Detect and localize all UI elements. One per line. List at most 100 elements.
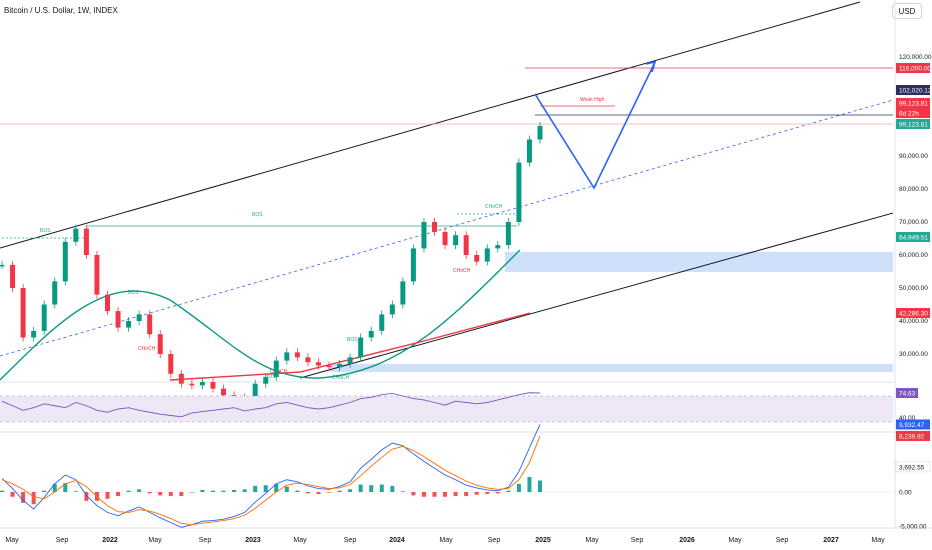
x-tick-label: May [5, 537, 19, 544]
y-tick-label: 120,000.00 [899, 54, 932, 61]
macd-histogram-bar [348, 489, 353, 492]
macd-line [1, 424, 541, 528]
candle [62, 241, 68, 282]
candle [52, 281, 58, 305]
candle [178, 373, 184, 384]
rsi-band [0, 396, 893, 422]
macd-histogram-bar [316, 492, 321, 495]
candle [305, 357, 311, 363]
macd-histogram-bar [221, 490, 226, 492]
candle [537, 125, 543, 140]
macd-histogram-bar [147, 492, 152, 494]
annotation-label: Weak High [580, 97, 605, 103]
macd-histogram-bar [253, 485, 258, 492]
candle [115, 311, 121, 328]
x-tick-label: May [871, 537, 885, 544]
candle [347, 357, 353, 364]
macd-histogram-bar [210, 490, 215, 492]
candle [41, 304, 47, 331]
candle [189, 383, 195, 386]
macd-histogram-bar [421, 492, 426, 497]
macd-badge-label: 8,239.92 [899, 433, 925, 440]
macd-histogram-bar [411, 492, 416, 496]
macd-histogram-bar [453, 492, 458, 497]
candle [400, 281, 406, 305]
candle [284, 352, 290, 361]
macd-histogram-bar [0, 490, 4, 492]
macd-histogram-bar [42, 490, 47, 492]
macd-histogram-bar [232, 489, 237, 492]
macd-histogram-bar [263, 485, 268, 492]
macd-histogram-bar [443, 492, 448, 497]
demand-zone [505, 252, 893, 272]
macd-histogram-bar [116, 492, 121, 497]
annotation-label: CHoCH [485, 204, 503, 210]
annotation-label: BOS [252, 212, 263, 218]
moving-average-line [0, 249, 521, 381]
y-tick-label: 90,000.00 [899, 153, 928, 160]
price-badge [896, 308, 930, 318]
x-tick-label: May [439, 537, 453, 544]
candle [94, 255, 100, 295]
candle [273, 360, 279, 378]
candle [157, 334, 163, 354]
macd-histogram-bar [52, 483, 57, 492]
channel-mid-dashed [0, 99, 894, 357]
x-tick-label: 2026 [679, 537, 695, 544]
price-badge-label: 42,286.30 [899, 311, 928, 318]
currency-button[interactable]: USD [892, 3, 922, 19]
x-tick-label: 2023 [245, 537, 261, 544]
macd-histogram-bar [126, 490, 131, 492]
support-zone [330, 364, 893, 372]
candle [252, 383, 258, 399]
candle [410, 248, 416, 282]
annotation-label: BOS [265, 374, 276, 380]
macd-histogram-bar [474, 492, 479, 495]
channel-upper-line [0, 1, 861, 249]
x-tick-label: Sep [344, 537, 357, 544]
price-badge-label: 102,020.12 [899, 88, 932, 95]
macd-badge-label: 9,932.47 [899, 422, 925, 429]
price-badge [896, 85, 930, 95]
annotation-label: CHoCH [332, 375, 350, 381]
macd-histogram-bar [179, 492, 184, 497]
macd-histogram-bar [379, 484, 384, 492]
macd-histogram-bar [337, 490, 342, 492]
y-tick-label: 50,000.00 [899, 285, 928, 292]
candle [168, 354, 174, 374]
macd-histogram-bar [516, 483, 521, 492]
projection-arrowhead [645, 60, 657, 73]
x-tick-label: Sep [631, 537, 644, 544]
candle [73, 228, 79, 242]
macd-histogram-bar [10, 492, 15, 497]
macd-histogram-bar [284, 486, 289, 492]
macd-badge [895, 461, 931, 473]
candle [505, 222, 511, 246]
candle [10, 264, 16, 288]
x-tick-label: May [728, 537, 742, 544]
y-tick-label: 30,000.00 [899, 351, 928, 358]
candle [326, 365, 332, 368]
y-tick-label: 70,000.00 [899, 219, 928, 226]
annotation-label: BOS [40, 228, 51, 234]
candle [337, 363, 343, 368]
macd-histogram-bar [73, 491, 78, 492]
candle [526, 139, 532, 163]
candle [516, 162, 522, 222]
rsi-line [1, 392, 541, 418]
x-tick-label: 2024 [389, 537, 405, 544]
x-tick-label: May [148, 537, 162, 544]
candle [379, 314, 385, 331]
candle [421, 222, 427, 249]
annotation-label: BOS [347, 337, 358, 343]
macd-histogram-bar [495, 492, 500, 494]
macd-histogram-bar [527, 477, 532, 492]
macd-histogram-bar [31, 492, 36, 505]
candle [0, 264, 5, 267]
macd-histogram-bar [464, 492, 469, 497]
candle [136, 314, 142, 321]
candle [126, 321, 132, 328]
macd-histogram-bar [84, 492, 89, 501]
candle [210, 382, 216, 389]
